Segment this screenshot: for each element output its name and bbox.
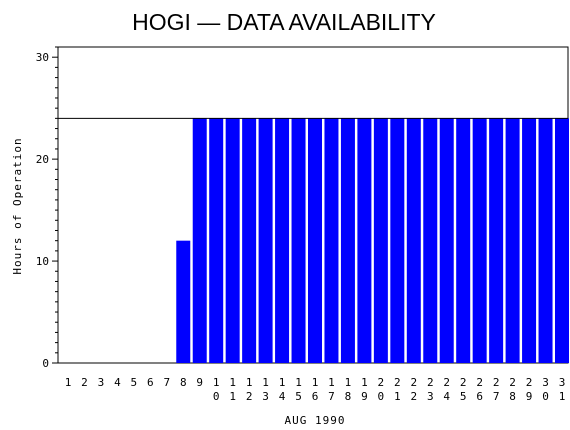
bar-day-31 xyxy=(555,118,569,364)
bar-day-26 xyxy=(472,118,487,364)
x-tick-label: 6 xyxy=(147,376,154,389)
bar-day-14 xyxy=(275,118,290,364)
bar-day-11 xyxy=(225,118,240,364)
bar-day-18 xyxy=(340,118,355,364)
bar-day-25 xyxy=(456,118,471,364)
bar-day-29 xyxy=(522,118,537,364)
x-tick-label: 1 xyxy=(65,376,72,389)
y-tick-label: 10 xyxy=(36,255,49,268)
y-tick-label: 20 xyxy=(36,153,49,166)
bar-day-30 xyxy=(538,118,553,364)
x-tick-label: 4 xyxy=(114,376,121,389)
bar-day-21 xyxy=(390,118,405,364)
x-tick-label: 8 xyxy=(180,376,187,389)
bar-day-24 xyxy=(439,118,454,364)
bars xyxy=(176,118,569,364)
bar-day-13 xyxy=(258,118,273,364)
bar-day-12 xyxy=(242,118,257,364)
bar-day-16 xyxy=(308,118,322,364)
x-axis-title: AUG 1990 xyxy=(285,414,346,427)
x-tick-label: 3 xyxy=(98,376,105,389)
y-axis: 0 10 20 30 xyxy=(36,46,58,370)
bar-day-22 xyxy=(406,118,421,364)
y-axis-title: Hours of Operation xyxy=(11,137,24,274)
bar-day-9 xyxy=(192,118,207,364)
bar-day-20 xyxy=(373,118,388,364)
y-axis-label: Hours of Operation xyxy=(11,137,24,274)
x-tick-label: 9 xyxy=(196,376,203,389)
bar-day-17 xyxy=(324,118,339,364)
x-tick-label: 2 xyxy=(81,376,88,389)
bar-day-8 xyxy=(176,240,191,363)
x-axis: 1 2 3 4 5 6 7 8 9 1 01 11 21 31 41 51 61 71 81 92 02 12 22 32 42… xyxy=(65,376,566,403)
y-tick-label: 0 xyxy=(42,357,49,370)
y-tick-label: 30 xyxy=(36,51,49,64)
x-tick-label: 5 xyxy=(131,376,138,389)
x-tick-label: 7 xyxy=(163,376,170,389)
chart-title: HOGI — DATA AVAILABILITY xyxy=(132,9,436,35)
bar-day-19 xyxy=(357,118,372,364)
bar-day-10 xyxy=(209,118,224,364)
bar-day-28 xyxy=(505,118,520,364)
bar-day-15 xyxy=(291,118,306,364)
bar-day-27 xyxy=(489,118,504,364)
bar-day-23 xyxy=(423,118,438,364)
